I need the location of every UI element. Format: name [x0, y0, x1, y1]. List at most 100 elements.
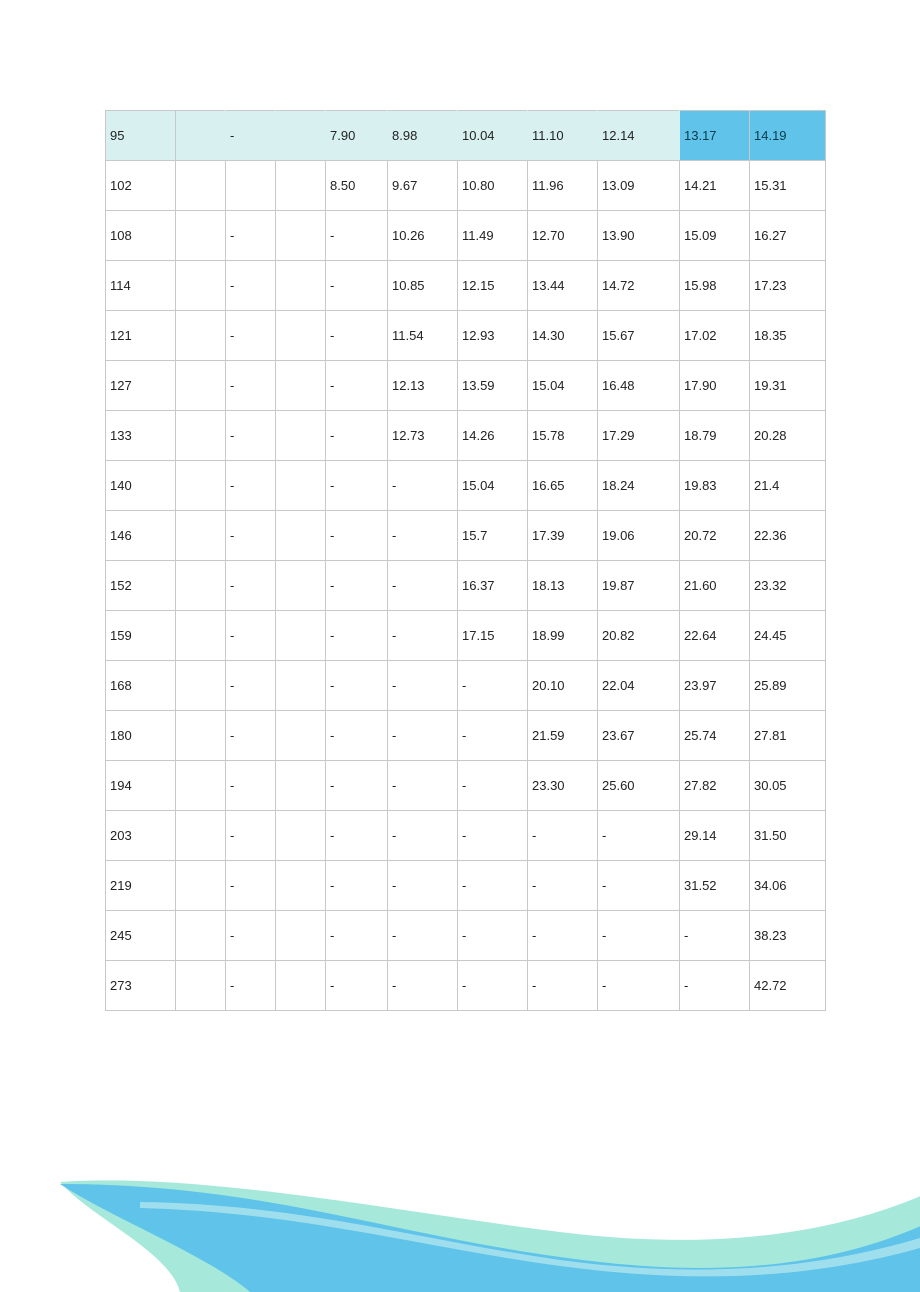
table-cell: 8.98 [388, 111, 458, 161]
table-cell: 25.74 [680, 711, 750, 761]
table-cell: 11.10 [528, 111, 598, 161]
table-cell: - [226, 311, 276, 361]
table-row: 168----20.1022.0423.9725.89 [106, 661, 826, 711]
table-cell: - [326, 361, 388, 411]
table-cell: 127 [106, 361, 176, 411]
table-cell: 23.67 [598, 711, 680, 761]
table-cell: 9.67 [388, 161, 458, 211]
table-cell: 13.90 [598, 211, 680, 261]
table-cell: 19.83 [680, 461, 750, 511]
table-cell: 17.39 [528, 511, 598, 561]
table-cell: 14.26 [458, 411, 528, 461]
table-cell: - [326, 211, 388, 261]
table-cell: 18.24 [598, 461, 680, 511]
table-cell: 20.82 [598, 611, 680, 661]
table-cell: 140 [106, 461, 176, 511]
table-cell: 121 [106, 311, 176, 361]
table-cell: - [226, 211, 276, 261]
table-cell: 12.13 [388, 361, 458, 411]
table-cell [176, 461, 226, 511]
table-cell [276, 611, 326, 661]
table-row: 108--10.2611.4912.7013.9015.0916.27 [106, 211, 826, 261]
table-cell: 17.29 [598, 411, 680, 461]
table-cell [226, 161, 276, 211]
table-cell: 15.7 [458, 511, 528, 561]
table-cell: 17.90 [680, 361, 750, 411]
table-cell [276, 311, 326, 361]
table-cell: - [388, 761, 458, 811]
table-cell: 15.67 [598, 311, 680, 361]
table-cell: - [458, 911, 528, 961]
table-cell: - [680, 911, 750, 961]
table-cell: 15.31 [750, 161, 826, 211]
table-cell: 17.15 [458, 611, 528, 661]
table-cell: - [458, 711, 528, 761]
table-cell [176, 561, 226, 611]
table-cell: - [458, 661, 528, 711]
table-cell: 19.06 [598, 511, 680, 561]
table-cell [276, 361, 326, 411]
table-cell: - [458, 861, 528, 911]
table-cell [176, 261, 226, 311]
wave-front [60, 1184, 920, 1292]
table-cell: 42.72 [750, 961, 826, 1011]
table-cell: - [226, 611, 276, 661]
table-cell: - [388, 911, 458, 961]
table-cell: 15.78 [528, 411, 598, 461]
table-cell [176, 511, 226, 561]
table-cell: 159 [106, 611, 176, 661]
table-cell [176, 761, 226, 811]
table-cell: - [226, 961, 276, 1011]
table-cell: 25.89 [750, 661, 826, 711]
table-cell: 18.13 [528, 561, 598, 611]
table-cell: - [326, 711, 388, 761]
table-cell: 14.21 [680, 161, 750, 211]
table-cell: - [528, 961, 598, 1011]
table-cell: 21.59 [528, 711, 598, 761]
table-cell: 20.28 [750, 411, 826, 461]
wave-shine [140, 1202, 920, 1276]
table-cell: 168 [106, 661, 176, 711]
table-cell: 14.19 [750, 111, 826, 161]
table-cell [276, 111, 326, 161]
table-cell: 114 [106, 261, 176, 311]
table-cell: - [388, 611, 458, 661]
table-cell [176, 811, 226, 861]
table-cell: - [388, 711, 458, 761]
table-cell: 7.90 [326, 111, 388, 161]
table-cell [276, 861, 326, 911]
table-cell: - [598, 961, 680, 1011]
table-cell: 95 [106, 111, 176, 161]
table-cell: - [388, 861, 458, 911]
table-cell: 18.35 [750, 311, 826, 361]
table-cell: 152 [106, 561, 176, 611]
table-cell: - [528, 811, 598, 861]
table-row: 1028.509.6710.8011.9613.0914.2115.31 [106, 161, 826, 211]
table-cell [176, 711, 226, 761]
table-cell: 23.97 [680, 661, 750, 711]
table-cell: - [528, 861, 598, 911]
table-cell [276, 761, 326, 811]
table-cell: 27.82 [680, 761, 750, 811]
table-cell: 13.17 [680, 111, 750, 161]
table-cell: 20.72 [680, 511, 750, 561]
table-cell: 11.54 [388, 311, 458, 361]
table-cell [276, 711, 326, 761]
table-cell: - [326, 561, 388, 611]
table-cell [176, 961, 226, 1011]
table-cell: - [226, 361, 276, 411]
table-cell [176, 411, 226, 461]
table-cell: 22.36 [750, 511, 826, 561]
table-cell: - [326, 311, 388, 361]
table-cell: - [388, 511, 458, 561]
table-cell [276, 211, 326, 261]
table-cell: - [326, 661, 388, 711]
table-cell [276, 161, 326, 211]
table-cell: 19.87 [598, 561, 680, 611]
table-cell: 20.10 [528, 661, 598, 711]
table-cell: 17.23 [750, 261, 826, 311]
table-cell: 16.65 [528, 461, 598, 511]
table-cell: 146 [106, 511, 176, 561]
table-cell: - [226, 511, 276, 561]
table-cell: - [326, 861, 388, 911]
